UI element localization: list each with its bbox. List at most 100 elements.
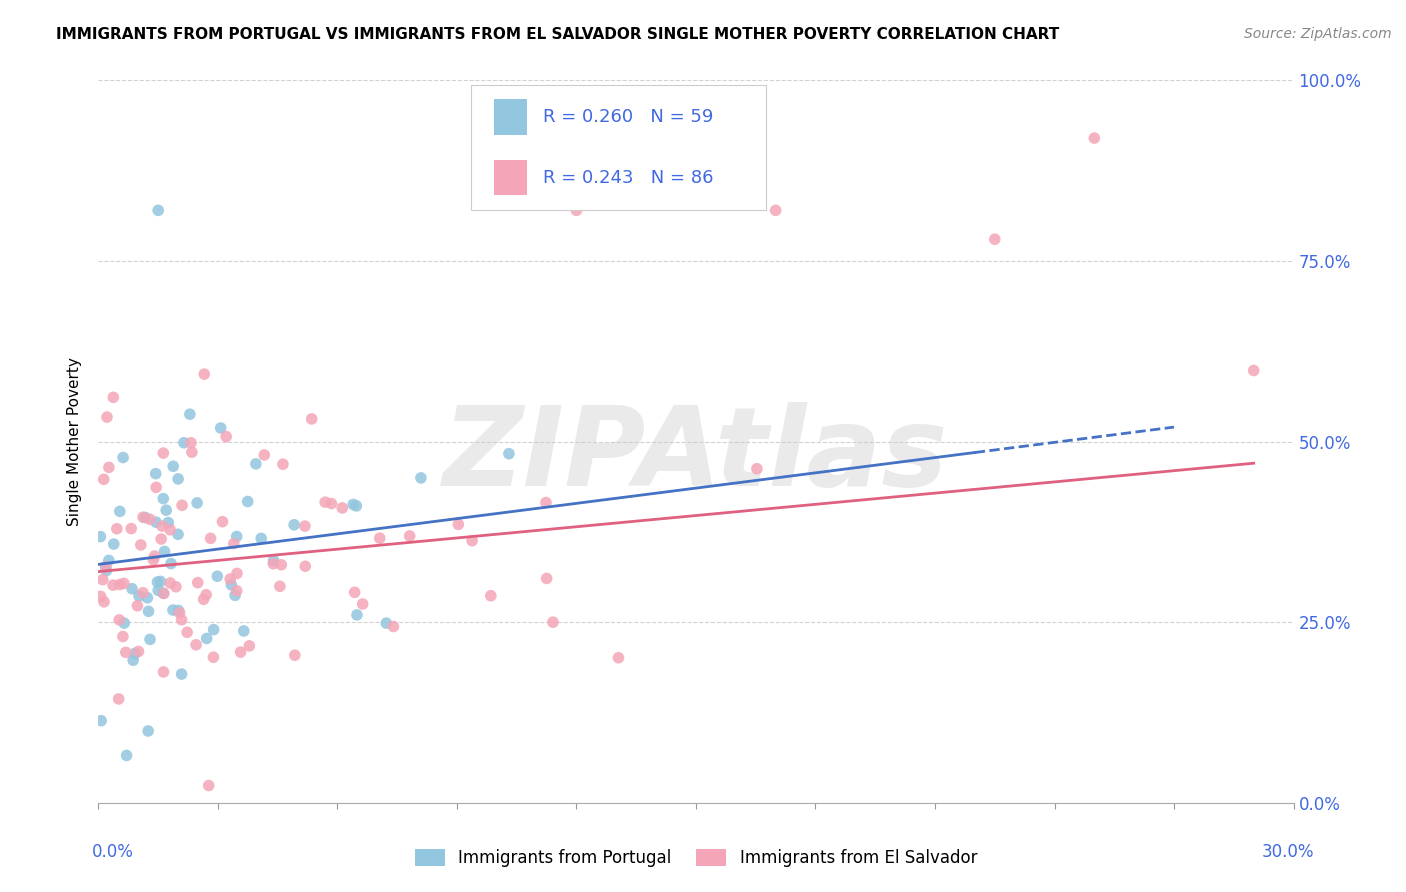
Point [107, 692, 129, 706]
Point [195, 588, 218, 602]
Point [180, 435, 202, 450]
Point [173, 435, 195, 450]
Point [343, 585, 366, 599]
Point [193, 367, 215, 381]
Point [162, 459, 184, 474]
Point [169, 606, 191, 620]
Point [193, 592, 215, 607]
Point [294, 559, 316, 574]
Point [152, 586, 174, 600]
Point [170, 498, 193, 512]
Point [301, 412, 323, 426]
Point [236, 494, 259, 508]
Point [447, 517, 470, 532]
Point [245, 457, 267, 471]
Point [179, 407, 201, 421]
Point [219, 572, 242, 586]
Point [238, 639, 260, 653]
Point [148, 203, 170, 218]
Point [94, 560, 117, 574]
Point [202, 650, 225, 665]
Point [139, 512, 162, 526]
Point [167, 472, 190, 486]
Point [149, 574, 172, 589]
Point [94, 559, 117, 574]
Point [368, 531, 391, 545]
Point [155, 503, 177, 517]
Point [202, 623, 225, 637]
Point [375, 616, 398, 631]
Point [225, 583, 247, 598]
Point [195, 632, 218, 646]
Point [984, 232, 1007, 246]
Point [97, 553, 120, 567]
Y-axis label: Single Mother Poverty: Single Mother Poverty [67, 357, 83, 526]
Point [176, 625, 198, 640]
Point [150, 532, 173, 546]
Point [132, 510, 155, 524]
Point [186, 496, 208, 510]
Point [89, 530, 111, 544]
Point [162, 603, 184, 617]
Point [330, 500, 353, 515]
Point [124, 647, 146, 661]
Point [352, 597, 374, 611]
Point [97, 460, 120, 475]
Point [215, 429, 238, 443]
Point [121, 582, 143, 596]
Point [1243, 363, 1265, 377]
Text: 30.0%: 30.0% [1263, 843, 1315, 861]
Point [114, 645, 136, 659]
Point [132, 586, 155, 600]
Point [103, 537, 125, 551]
Text: Source: ZipAtlas.com: Source: ZipAtlas.com [1244, 27, 1392, 41]
Point [134, 510, 156, 524]
Point [145, 480, 167, 494]
Point [112, 576, 135, 591]
Point [167, 603, 190, 617]
Point [112, 450, 135, 465]
Point [105, 522, 128, 536]
Point [143, 549, 166, 563]
Legend: Immigrants from Portugal, Immigrants from El Salvador: Immigrants from Portugal, Immigrants fro… [408, 842, 984, 874]
Point [270, 558, 292, 572]
Point [187, 575, 209, 590]
Point [226, 566, 249, 581]
Point [145, 467, 167, 481]
Point [565, 203, 588, 218]
Point [146, 574, 169, 589]
Point [398, 529, 420, 543]
Point [207, 569, 229, 583]
Point [283, 517, 305, 532]
Point [209, 421, 232, 435]
Point [150, 519, 173, 533]
Point [108, 577, 131, 591]
Point [93, 472, 115, 486]
Point [253, 448, 276, 462]
Point [160, 557, 183, 571]
Point [120, 522, 142, 536]
Point [148, 583, 170, 598]
Point [346, 607, 368, 622]
Point [498, 447, 520, 461]
Point [200, 531, 222, 545]
Text: R = 0.243   N = 86: R = 0.243 N = 86 [543, 169, 713, 186]
Text: IMMIGRANTS FROM PORTUGAL VS IMMIGRANTS FROM EL SALVADOR SINGLE MOTHER POVERTY CO: IMMIGRANTS FROM PORTUGAL VS IMMIGRANTS F… [56, 27, 1060, 42]
Point [197, 779, 219, 793]
Point [342, 498, 364, 512]
Point [128, 589, 150, 603]
Point [263, 553, 285, 567]
Point [170, 613, 193, 627]
Point [321, 497, 343, 511]
Point [103, 390, 125, 404]
Point [180, 445, 202, 459]
Point [93, 595, 115, 609]
Point [344, 499, 367, 513]
Text: R = 0.260   N = 59: R = 0.260 N = 59 [543, 108, 713, 126]
Point [536, 571, 558, 585]
Point [96, 564, 118, 578]
Point [152, 446, 174, 460]
Point [122, 653, 145, 667]
Point [1083, 131, 1105, 145]
Point [127, 644, 149, 658]
